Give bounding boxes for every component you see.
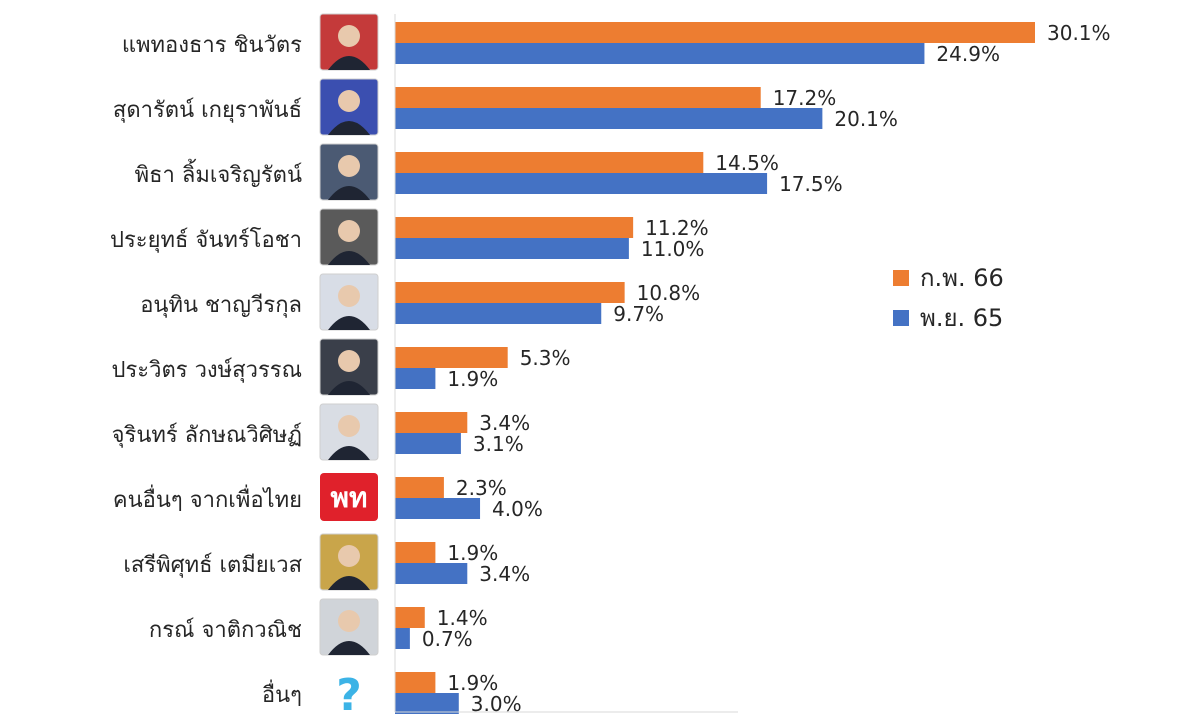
legend-label-nov-65: พ.ย. 65 xyxy=(920,304,1003,332)
data-label: 3.4% xyxy=(479,562,530,586)
bar-nov-65 xyxy=(395,368,436,389)
legend-swatch-feb-66 xyxy=(893,270,909,286)
bar-feb-66 xyxy=(395,412,468,433)
bar-feb-66 xyxy=(395,672,436,693)
bar-feb-66 xyxy=(395,152,704,173)
bar-feb-66 xyxy=(395,477,444,498)
data-label: 9.7% xyxy=(613,302,664,326)
category-label: สุดารัตน์ เกยุราพันธ์ xyxy=(113,98,302,123)
data-label: 4.0% xyxy=(492,497,543,521)
data-label: 11.0% xyxy=(641,237,705,261)
data-label: 10.8% xyxy=(637,281,701,305)
data-label: 11.2% xyxy=(645,216,709,240)
category-label: อนุทิน ชาญวีรกุล xyxy=(140,293,302,318)
category-label: อื่นๆ xyxy=(262,679,302,708)
bar-nov-65 xyxy=(395,628,410,649)
bar-nov-65 xyxy=(395,43,925,64)
chart-row: อนุทิน ชาญวีรกุล 10.8%9.7% xyxy=(140,273,701,331)
data-label: 24.9% xyxy=(936,42,1000,66)
chart-row: ประวิตร วงษ์สุวรรณ 5.3% 1.9% xyxy=(112,338,571,396)
legend-swatch-nov-65 xyxy=(893,310,909,326)
data-label: 2.3% xyxy=(456,476,507,500)
bar-nov-65 xyxy=(395,498,481,519)
question-mark-icon: ? xyxy=(336,670,362,720)
chart-row: จุรินทร์ ลักษณวิศิษฏ์ 3.4%3.1% xyxy=(112,403,530,461)
category-label: จุรินทร์ ลักษณวิศิษฏ์ xyxy=(112,423,302,448)
bar-feb-66 xyxy=(395,347,508,368)
chart-row: อื่นๆ? 1.9%3.0% xyxy=(262,670,522,720)
data-label: 14.5% xyxy=(715,151,779,175)
category-label: ประวิตร วงษ์สุวรรณ xyxy=(112,358,302,383)
category-label: พิธา ลิ้มเจริญรัตน์ xyxy=(135,159,303,188)
data-label: 1.9% xyxy=(447,541,498,565)
chart-row: กรณ์ จาติกวณิช 1.4%0.7% xyxy=(149,598,488,656)
bar-feb-66 xyxy=(395,22,1035,43)
chart-row: เสรีพิศุทธ์ เตมียเวส 1.9%3.4% xyxy=(123,533,530,591)
pheu-thai-logo: พท xyxy=(320,473,378,521)
category-label: ประยุทธ์ จันทร์โอชา xyxy=(110,227,302,253)
chart-row: ประยุทธ์ จันทร์โอชา 11.2%11.0% xyxy=(110,208,709,266)
bar-nov-65 xyxy=(395,433,461,454)
chart-row: พิธา ลิ้มเจริญรัตน์ 14.5%17.5% xyxy=(135,143,843,201)
legend: ก.พ. 66 พ.ย. 65 xyxy=(893,264,1004,332)
data-label: 3.4% xyxy=(479,411,530,435)
chart-row: แพทองธาร ชินวัตร 30.1% 24.9% xyxy=(122,13,1111,71)
bar-nov-65 xyxy=(395,303,602,324)
bar-nov-65 xyxy=(395,173,768,194)
bar-feb-66 xyxy=(395,217,634,238)
category-label: คนอื่นๆ จากเพื่อไทย xyxy=(113,484,302,513)
data-label: 17.5% xyxy=(779,172,843,196)
candidate-portrait-icon xyxy=(319,13,379,71)
candidate-portrait-icon xyxy=(319,273,379,331)
chart-rows: แพทองธาร ชินวัตร 30.1% 24.9% สุดารัตน์ เกยุ… xyxy=(110,13,1111,720)
data-label: 30.1% xyxy=(1047,21,1111,45)
data-label: 1.4% xyxy=(437,606,488,630)
bar-nov-65 xyxy=(395,563,468,584)
data-label: 1.9% xyxy=(447,671,498,695)
bar-feb-66 xyxy=(395,282,625,303)
data-label: 5.3% xyxy=(520,346,571,370)
bar-feb-66 xyxy=(395,87,761,108)
candidate-portrait-icon xyxy=(319,598,379,656)
category-label: เสรีพิศุทธ์ เตมียเวส xyxy=(123,553,302,578)
candidate-portrait-icon xyxy=(319,208,379,266)
svg-text:พท: พท xyxy=(331,481,368,514)
bar-nov-65 xyxy=(395,693,459,714)
data-label: 17.2% xyxy=(773,86,837,110)
chart-row: คนอื่นๆ จากเพื่อไทย พท 2.3%4.0% xyxy=(113,473,543,521)
candidate-portrait-icon xyxy=(319,338,379,396)
candidate-portrait-icon xyxy=(319,143,379,201)
bar-nov-65 xyxy=(395,108,823,129)
data-label: 1.9% xyxy=(447,367,498,391)
bar-feb-66 xyxy=(395,607,425,628)
candidate-portrait-icon xyxy=(319,78,379,136)
bar-nov-65 xyxy=(395,238,629,259)
bar-feb-66 xyxy=(395,542,436,563)
data-label: 20.1% xyxy=(834,107,898,131)
candidate-portrait-icon xyxy=(319,533,379,591)
data-label: 3.1% xyxy=(473,432,524,456)
chart-row: สุดารัตน์ เกยุราพันธ์ 17.2%20.1% xyxy=(113,78,898,136)
category-label: กรณ์ จาติกวณิช xyxy=(149,618,302,643)
data-label: 0.7% xyxy=(422,627,473,651)
category-label: แพทองธาร ชินวัตร xyxy=(122,33,302,58)
candidate-portrait-icon xyxy=(319,403,379,461)
legend-label-feb-66: ก.พ. 66 xyxy=(920,264,1004,292)
